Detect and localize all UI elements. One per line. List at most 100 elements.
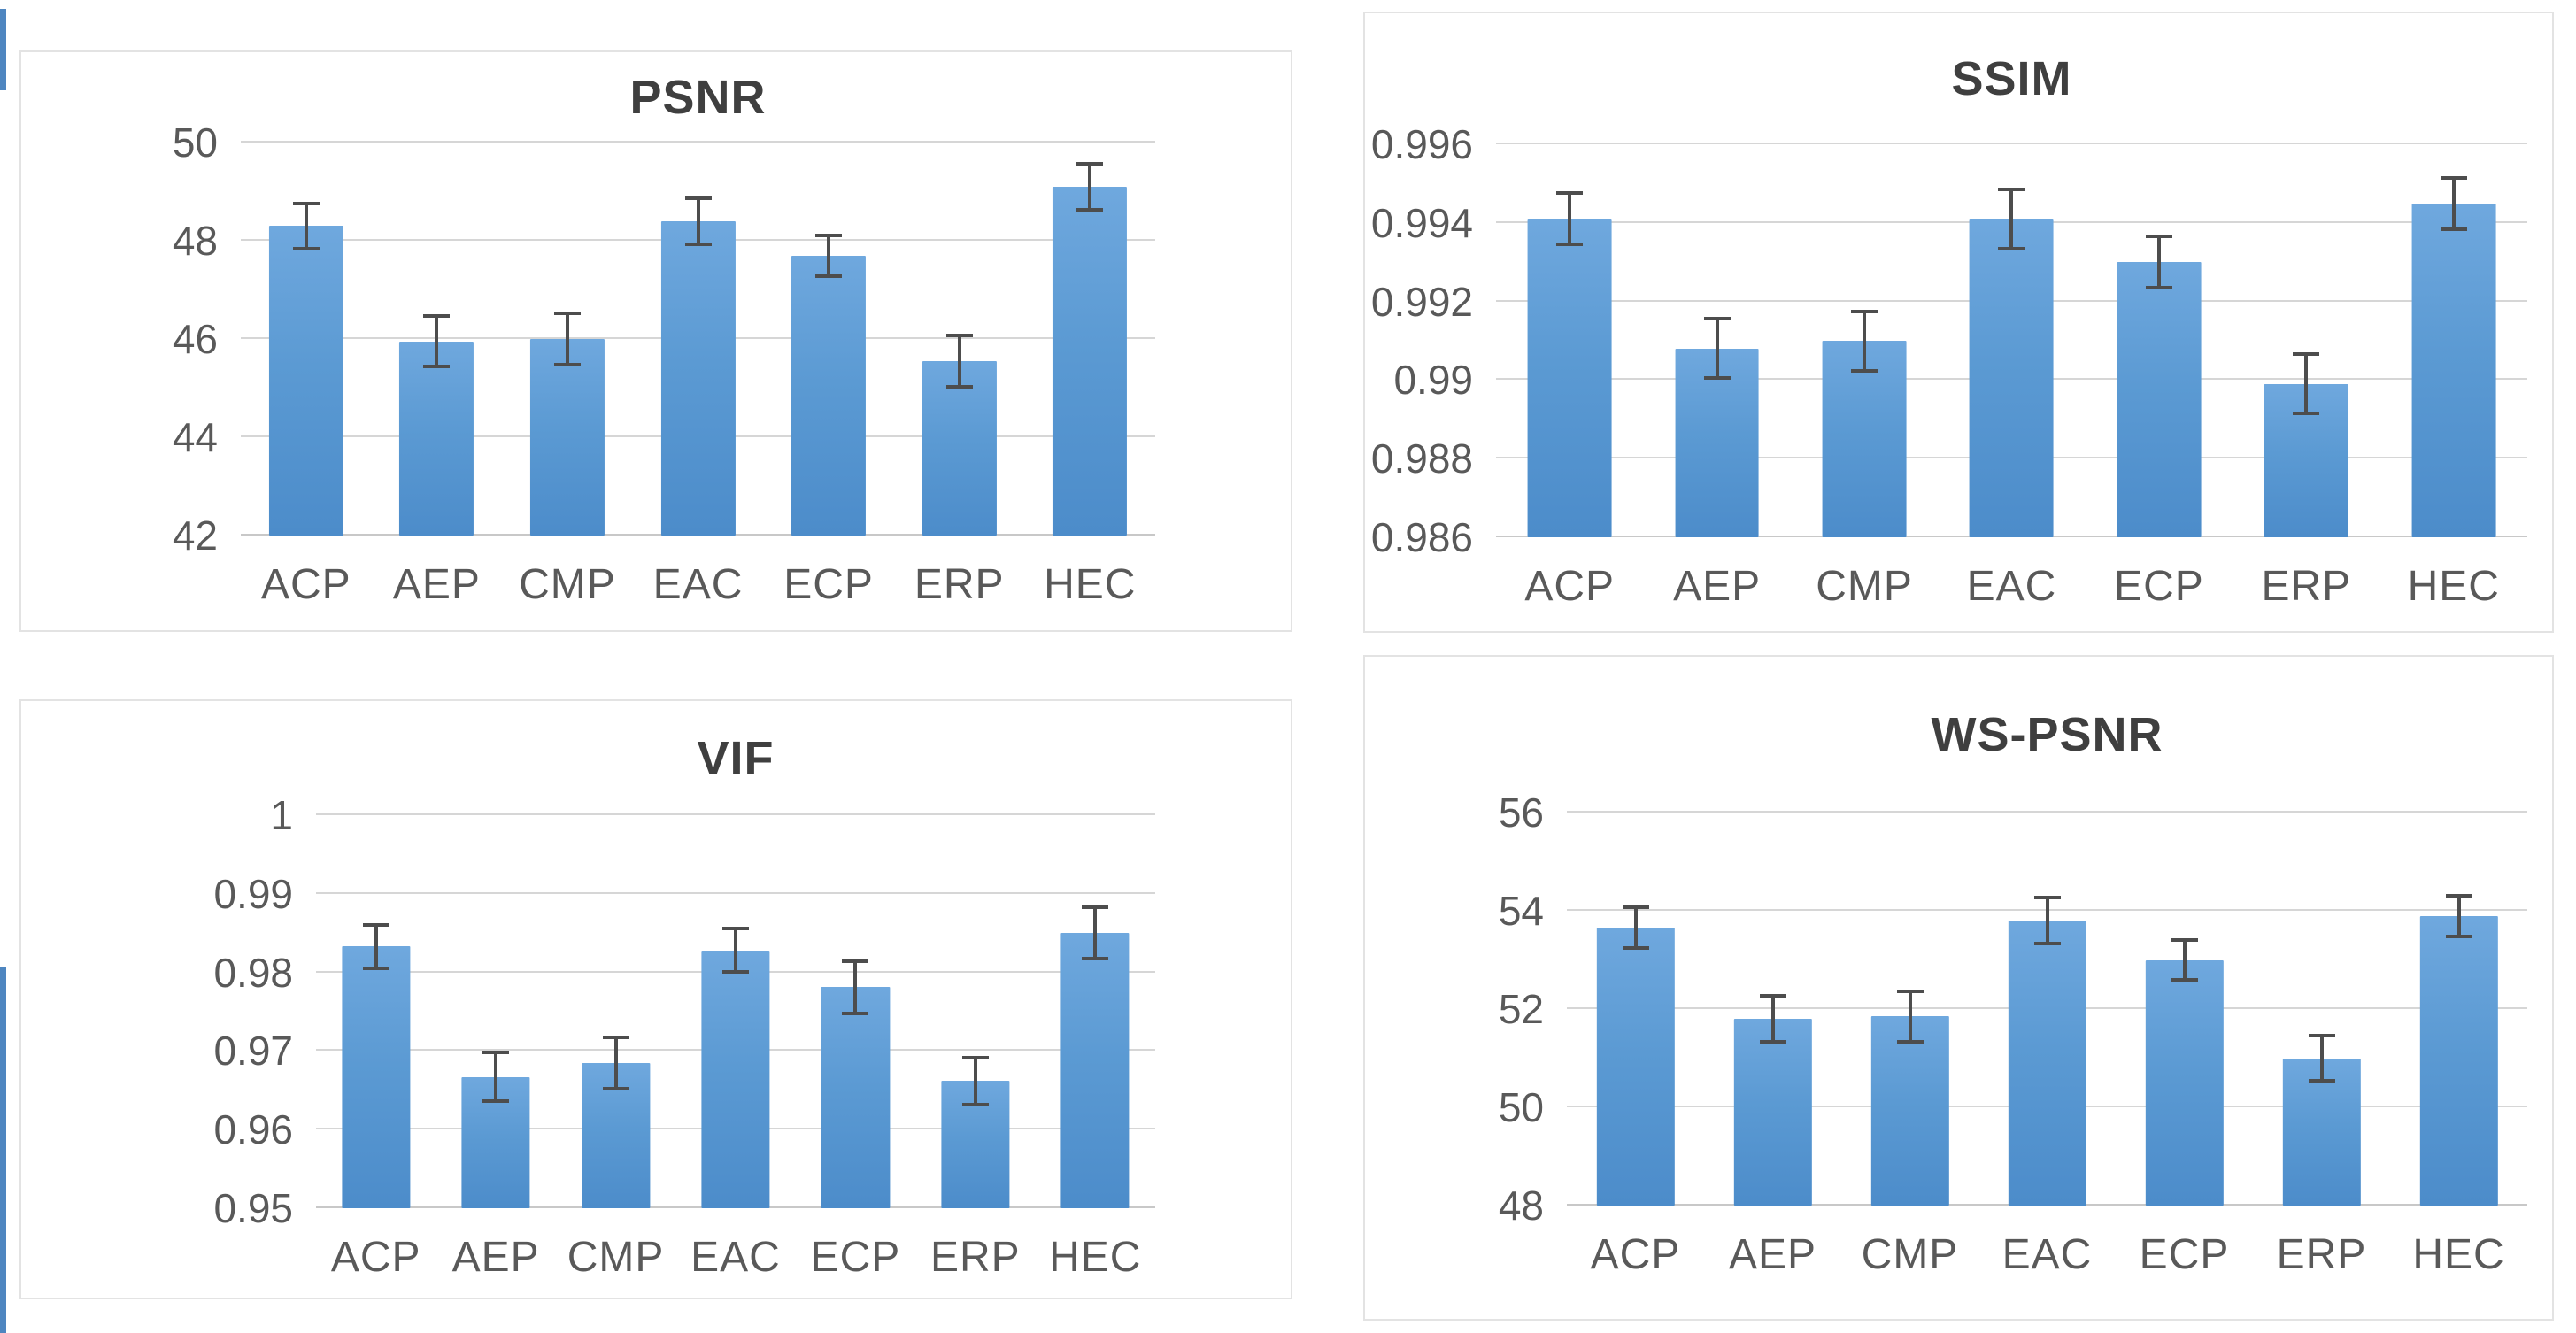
x-category-label-aep: AEP	[392, 561, 481, 608]
x-category-label-hec: HEC	[2407, 563, 2500, 610]
x-category-label-eac: EAC	[690, 1234, 781, 1281]
bar-slot-cmp	[1841, 813, 1978, 1206]
x-category-label-hec: HEC	[1044, 561, 1137, 608]
bar-slot-erp	[2233, 144, 2379, 537]
error-bar-aep	[1703, 317, 1731, 381]
bar-acp	[342, 946, 411, 1208]
bar-eac	[701, 950, 770, 1208]
x-category-label-eac: EAC	[2001, 1231, 2093, 1278]
y-tick-label: 44	[172, 414, 218, 460]
plot-area: 0.95 0.96 0.97 0.98 0.99 1	[213, 795, 1155, 1229]
bar-slot-ecp	[763, 143, 894, 536]
error-bar-cmp	[553, 312, 581, 366]
y-tick-label: 48	[1498, 1183, 1544, 1229]
bar-slot-erp	[915, 815, 1035, 1208]
bar-acp	[1596, 928, 1675, 1206]
bar-hec	[2419, 915, 2498, 1206]
y-tick-label: 48	[172, 218, 218, 264]
x-category-label-ecp: ECP	[2114, 563, 2204, 610]
x-category-label-aep: AEP	[1673, 563, 1762, 610]
error-bar-cmp	[1896, 989, 1924, 1044]
bar-eac	[2008, 921, 2086, 1206]
chart-title: SSIM	[1951, 52, 2072, 105]
bar-ecp	[821, 987, 890, 1208]
y-tick-label: 0.95	[213, 1185, 293, 1231]
bar-slot-eac	[1938, 144, 2085, 537]
y-tick-label: 50	[1498, 1084, 1544, 1130]
bar-erp	[922, 360, 997, 536]
error-bar-erp	[2293, 352, 2320, 416]
x-category-label-cmp: CMP	[519, 561, 616, 608]
plot-area: 0.986 0.988 0.99 0.992 0.994 0.996	[1371, 124, 2527, 558]
error-bar-ecp	[815, 233, 843, 278]
error-bar-eac	[684, 196, 712, 246]
chart-title: WS-PSNR	[1931, 708, 2163, 761]
y-tick-label: 46	[172, 316, 218, 362]
bar-hec	[1060, 933, 1130, 1208]
bar-erp	[2282, 1058, 2361, 1206]
x-axis-labels: ACP AEP CMP EAC ECP ERP HEC	[316, 1233, 1155, 1282]
x-category-label-ecp: ECP	[2139, 1231, 2230, 1278]
bar-aep	[1733, 1019, 1812, 1206]
error-bar-aep	[423, 314, 451, 369]
bar-cmp	[529, 339, 605, 536]
bar-slot-hec	[1024, 143, 1155, 536]
bar-slot-ecp	[2116, 813, 2253, 1206]
y-tick-label: 42	[172, 512, 218, 559]
error-bar-hec	[1082, 905, 1109, 961]
gridline	[1496, 143, 2527, 144]
x-category-label-eac: EAC	[652, 561, 744, 608]
x-category-label-acp: ACP	[1524, 563, 1616, 610]
bar-slot-aep	[436, 815, 555, 1208]
error-bar-ecp	[2145, 235, 2172, 290]
error-bar-acp	[362, 922, 389, 970]
x-axis-labels: ACP AEP CMP EAC ECP ERP HEC	[241, 560, 1155, 609]
x-category-label-erp: ERP	[2261, 563, 2352, 610]
y-tick-label: 54	[1498, 888, 1544, 934]
error-bar-hec	[2445, 893, 2472, 938]
chart-title: PSNR	[629, 71, 767, 124]
bar-series	[316, 815, 1155, 1208]
bar-ecp	[791, 255, 867, 536]
x-axis-labels: ACP AEP CMP EAC ECP ERP HEC	[1496, 562, 2527, 611]
x-category-label-ecp: ECP	[810, 1234, 901, 1281]
bar-slot-cmp	[556, 815, 675, 1208]
y-tick-label: 0.988	[1370, 435, 1473, 482]
chart-panel-vif: VIF 0.95 0.96 0.97 0.98 0.99 1 ACP AEP CMP EAC EC…	[19, 699, 1292, 1299]
bar-hec	[2411, 203, 2496, 537]
error-bar-eac	[721, 927, 749, 975]
error-bar-hec	[1076, 162, 1104, 212]
bar-slot-cmp	[1791, 144, 1938, 537]
bar-slot-aep	[1643, 144, 1790, 537]
y-tick-label: 0.97	[213, 1028, 293, 1075]
bar-aep	[399, 341, 474, 536]
chart-panel-psnr: PSNR 42 44 46 48 50 ACP AEP CMP EAC ECP ERP HEC	[19, 50, 1292, 632]
bar-slot-eac	[633, 143, 764, 536]
chart-panel-ws-psnr: WS-PSNR 48 50 52 54 56 ACP AEP CMP EAC ECP ERP HEC	[1363, 655, 2554, 1321]
error-bar-ecp	[842, 959, 869, 1015]
bar-slot-acp	[316, 815, 436, 1208]
bar-slot-erp	[894, 143, 1025, 536]
x-category-label-hec: HEC	[1049, 1234, 1142, 1281]
gridline	[316, 813, 1155, 815]
y-tick-label: 52	[1498, 986, 1544, 1032]
bar-slot-hec	[1036, 815, 1155, 1208]
chart-title: VIF	[697, 731, 775, 785]
y-tick-label: 50	[172, 119, 218, 166]
y-tick-label: 0.99	[213, 870, 293, 917]
bar-slot-hec	[2390, 813, 2527, 1206]
y-tick-label: 0.96	[213, 1106, 293, 1153]
x-category-label-cmp: CMP	[1861, 1231, 1959, 1278]
plot-area: 42 44 46 48 50	[173, 122, 1155, 556]
x-category-label-hec: HEC	[2412, 1231, 2505, 1278]
bar-series	[1496, 144, 2527, 537]
left-edge-artifact-top	[0, 9, 6, 90]
bar-hec	[1053, 186, 1128, 536]
bar-cmp	[1822, 341, 1907, 537]
bar-slot-hec	[2380, 144, 2527, 537]
bar-acp	[1527, 219, 1612, 537]
gridline	[241, 141, 1155, 143]
x-category-label-erp: ERP	[929, 1234, 1021, 1281]
bar-series	[241, 143, 1155, 536]
